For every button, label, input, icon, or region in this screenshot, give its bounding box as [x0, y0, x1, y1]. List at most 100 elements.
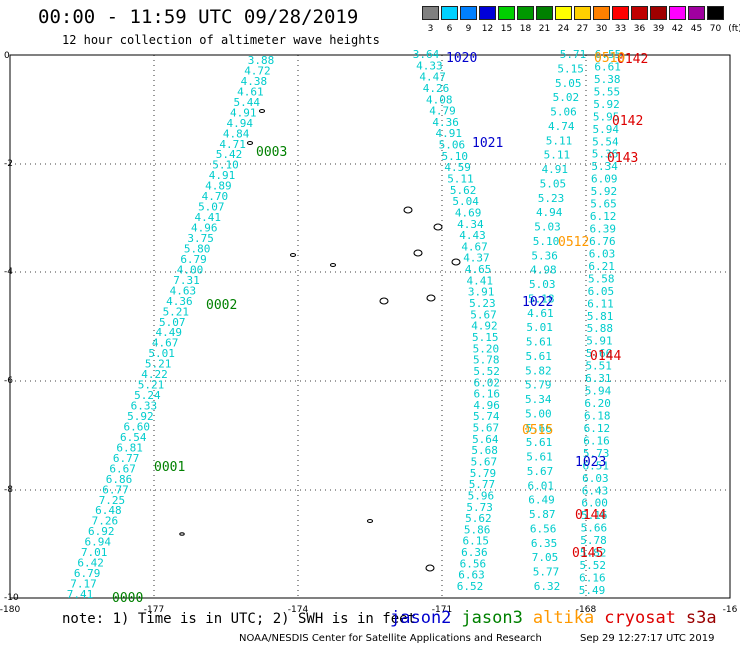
swh-value: 6.48 — [95, 504, 122, 517]
swh-value: 6.32 — [534, 580, 561, 593]
swh-value: 7.25 — [99, 494, 126, 507]
y-tick-label: -10 — [4, 593, 19, 603]
island-outline — [433, 223, 443, 231]
swh-value: 5.73 — [466, 501, 493, 514]
swh-value: 5.51 — [585, 360, 612, 373]
swh-value: 5.73 — [583, 447, 610, 460]
swh-value: 6.77 — [113, 452, 140, 465]
island-outline — [258, 108, 266, 114]
swh-value: 5.02 — [553, 91, 580, 104]
swh-value: 5.11 — [447, 173, 474, 186]
swh-value: 5.21 — [145, 358, 172, 371]
swh-value: 6.21 — [588, 260, 615, 273]
swh-value: 5.05 — [540, 177, 567, 190]
swh-value: 5.92 — [127, 410, 154, 423]
swh-value: 6.56 — [530, 522, 557, 535]
swh-value: 4.91 — [436, 127, 463, 140]
swh-value: 5.92 — [593, 98, 620, 111]
x-tick-label: -16 — [723, 605, 738, 615]
swh-value: 5.79 — [470, 467, 497, 480]
swh-value: 6.55 — [595, 48, 622, 61]
island-outline — [329, 262, 337, 268]
swh-value: 5.03 — [534, 221, 561, 234]
swh-value: 5.67 — [471, 455, 498, 468]
y-tick-label: -6 — [4, 376, 13, 386]
colorbar-label: 15 — [500, 24, 513, 34]
pass-time-label: 0515 — [522, 423, 553, 438]
y-tick-label: 0 — [4, 51, 10, 61]
swh-value: 5.24 — [134, 389, 161, 402]
swh-value: 5.34 — [591, 160, 618, 173]
swh-value: 7.41 — [67, 588, 94, 601]
x-tick-label: -168 — [576, 605, 597, 615]
swh-value: 5.15 — [472, 331, 499, 344]
axis-tick-labels: -180 -177 -174 -171 -168 -16 0 -2 -4 -6 -8 -10 — [0, 51, 738, 615]
track-cryosat: 5.715.155.055.025.064.745.115.114.915.05… — [525, 48, 586, 593]
colorbar-swatch — [593, 6, 610, 20]
pass-time-label: 1023 — [575, 455, 606, 470]
swh-value: 6.05 — [588, 285, 615, 298]
swh-value: 4.67 — [152, 337, 179, 350]
swh-value: 5.77 — [469, 478, 496, 491]
island-outline — [425, 564, 435, 572]
colorbar-swatch — [422, 6, 439, 20]
pass-time-label: 0512 — [558, 235, 589, 250]
swh-value: 4.47 — [419, 71, 446, 84]
swh-value: 4.74 — [548, 120, 575, 133]
legend-altika: altika — [532, 608, 595, 628]
swh-value: 6.60 — [124, 420, 151, 433]
colorbar-swatch — [688, 6, 705, 20]
swh-value: 4.94 — [536, 206, 563, 219]
swh-value: 5.10 — [533, 235, 560, 248]
swh-value: 4.69 — [455, 206, 482, 219]
map-border — [9, 54, 731, 599]
pass-time-labels: 0003 0002 0001 0000 1020 1021 1022 1023 0142 0142… — [112, 51, 648, 606]
swh-value: 5.61 — [526, 336, 553, 349]
swh-value: 4.89 — [205, 180, 232, 193]
swh-value: 4.08 — [426, 93, 453, 106]
swh-value: 5.78 — [580, 534, 607, 547]
pass-time-label: 0510 — [594, 51, 625, 66]
swh-value: 6.79 — [180, 253, 207, 266]
swh-value: 5.23 — [538, 192, 565, 205]
pass-time-label: 1022 — [522, 295, 553, 310]
swh-value: 4.00 — [177, 263, 204, 276]
swh-value: 5.06 — [550, 106, 577, 119]
swh-value: 4.91 — [209, 169, 236, 182]
swh-value: 5.78 — [473, 354, 500, 367]
credit-line: NOAA/NESDIS Center for Satellite Applica… — [239, 633, 542, 644]
island-outline — [403, 206, 413, 214]
swh-value: 5.04 — [452, 195, 479, 208]
swh-value: 6.12 — [590, 210, 617, 223]
swh-value: 4.63 — [170, 284, 197, 297]
swh-value: 6.61 — [594, 60, 621, 73]
colorbar-label: 6 — [446, 24, 453, 34]
island-outline — [379, 297, 389, 305]
pass-time-label: 0143 — [607, 151, 638, 166]
swh-value: 6.77 — [102, 483, 129, 496]
swh-value: 5.94 — [593, 123, 620, 136]
swh-value: 5.86 — [464, 523, 491, 536]
colorbar-swatch — [574, 6, 591, 20]
colorbar-label: 21 — [538, 24, 551, 34]
island-outlines — [179, 108, 461, 572]
colorbar-label: 39 — [652, 24, 665, 34]
swh-value: 7.31 — [173, 274, 200, 287]
swh-value: 5.38 — [594, 73, 621, 86]
swh-value: 5.07 — [198, 201, 225, 214]
colorbar-label: 33 — [614, 24, 627, 34]
swh-value: 5.10 — [442, 150, 469, 163]
swh-value: 6.52 — [457, 580, 484, 593]
swh-value: 6.42 — [77, 557, 104, 570]
pass-time-label: 1021 — [472, 136, 503, 151]
swh-value: 5.01 — [148, 347, 175, 360]
pass-time-label: 0144 — [575, 508, 606, 523]
colorbar-swatch — [650, 6, 667, 20]
colorbar-swatch — [631, 6, 648, 20]
legend-jason3: jason3 — [461, 608, 523, 628]
swh-value: 4.33 — [416, 59, 443, 72]
colorbar-swatch — [612, 6, 629, 20]
swh-value: 6.03 — [589, 247, 616, 260]
legend-jason2: jason2 — [390, 608, 452, 628]
